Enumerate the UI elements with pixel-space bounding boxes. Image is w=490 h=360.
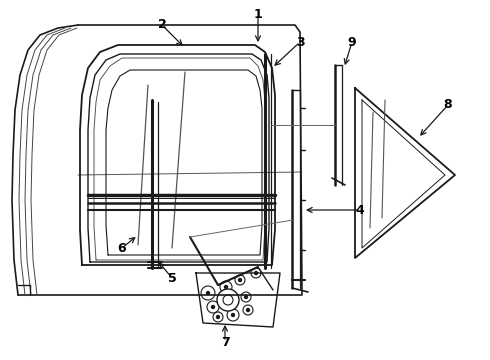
Circle shape: [201, 286, 215, 300]
Text: 4: 4: [356, 203, 365, 216]
Text: 3: 3: [295, 36, 304, 49]
Text: 9: 9: [348, 36, 356, 49]
Circle shape: [213, 312, 223, 322]
Circle shape: [235, 275, 245, 285]
Text: 1: 1: [254, 9, 262, 22]
Circle shape: [245, 296, 247, 298]
Circle shape: [231, 314, 235, 316]
Circle shape: [254, 271, 258, 274]
Circle shape: [251, 268, 261, 278]
Circle shape: [239, 279, 242, 282]
Text: 8: 8: [443, 99, 452, 112]
Circle shape: [243, 305, 253, 315]
Circle shape: [246, 309, 249, 311]
Text: 6: 6: [118, 242, 126, 255]
Circle shape: [223, 295, 233, 305]
Circle shape: [227, 309, 239, 321]
Circle shape: [224, 297, 236, 309]
Circle shape: [212, 306, 215, 309]
Circle shape: [224, 285, 227, 288]
Text: 5: 5: [168, 271, 176, 284]
Text: 7: 7: [220, 336, 229, 348]
Circle shape: [220, 281, 232, 293]
Text: 2: 2: [158, 18, 167, 31]
Circle shape: [228, 302, 231, 305]
Circle shape: [241, 292, 251, 302]
Circle shape: [217, 289, 239, 311]
Circle shape: [207, 301, 219, 313]
Circle shape: [217, 315, 220, 319]
Circle shape: [206, 292, 210, 294]
